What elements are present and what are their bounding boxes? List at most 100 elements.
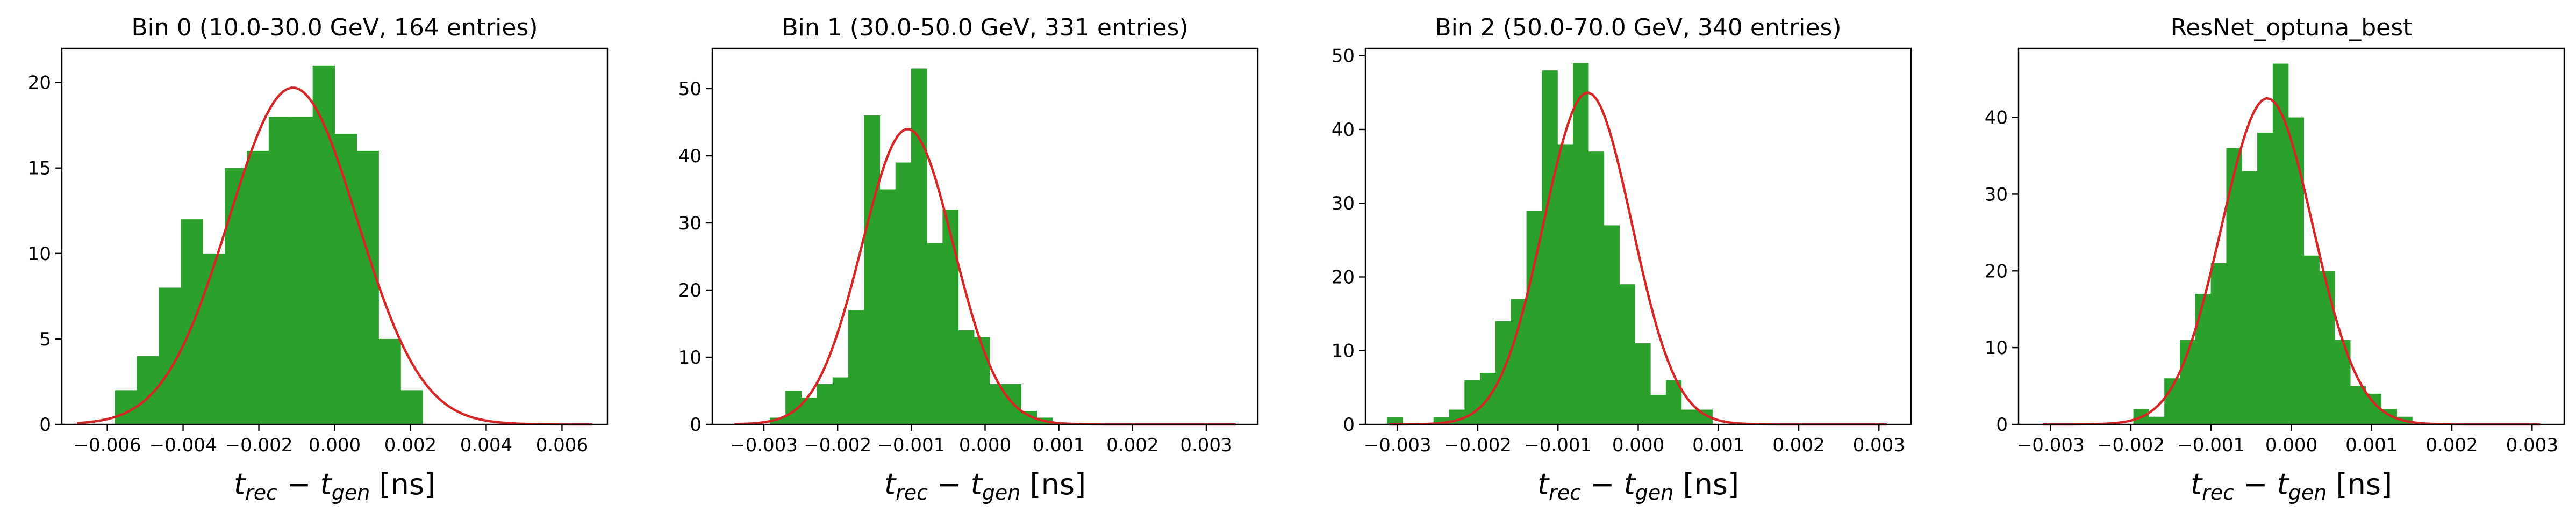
histogram-bar — [2226, 148, 2242, 424]
y-tick-label: 20 — [1332, 266, 1355, 288]
histogram-bar — [1511, 299, 1527, 424]
x-tick-label: −0.004 — [149, 435, 217, 456]
chart-title: Bin 2 (50.0-70.0 GeV, 340 entries) — [1435, 14, 1841, 41]
histogram-bar — [974, 337, 990, 424]
y-tick-label: 20 — [1985, 261, 2008, 282]
x-tick-label: −0.006 — [74, 435, 141, 456]
x-tick-label: 0.003 — [1180, 435, 1232, 456]
histogram-bar — [1387, 417, 1403, 424]
x-tick-label: 0.004 — [460, 435, 512, 456]
histogram-bars-3 — [2133, 63, 2413, 425]
x-axis-label: trec − tgen [ns] — [884, 467, 1086, 504]
x-tick-label: 0.003 — [1853, 435, 1905, 456]
x-tick-label: 0.000 — [1612, 435, 1664, 456]
y-tick-label: 40 — [1985, 107, 2008, 129]
y-tick-label: 0 — [1343, 414, 1355, 436]
chart-title: Bin 0 (10.0-30.0 GeV, 164 entries) — [131, 14, 538, 41]
histogram-bar — [1635, 343, 1651, 424]
y-tick-label: 10 — [678, 347, 702, 369]
histogram-bar — [958, 330, 975, 424]
histogram-bar — [1604, 225, 1620, 424]
y-tick-label: 30 — [1332, 193, 1355, 214]
chart-title: ResNet_optuna_best — [2171, 14, 2413, 41]
histogram-bar — [832, 377, 849, 424]
x-tick-label: 0.006 — [536, 435, 588, 456]
x-tick-label: −0.002 — [225, 435, 293, 456]
histogram-bar — [1681, 409, 1698, 424]
y-tick-label: 40 — [678, 146, 702, 167]
x-axis-label: trec − tgen [ns] — [1537, 467, 1739, 504]
y-tick-label: 50 — [678, 78, 702, 100]
histogram-bar — [356, 150, 379, 424]
histogram-bar — [2257, 133, 2273, 425]
x-tick-label: 0.001 — [1692, 435, 1744, 456]
x-tick-label: 0.000 — [959, 435, 1011, 456]
histogram-bar — [2149, 416, 2165, 424]
x-tick-label: −0.001 — [877, 435, 945, 456]
histogram-bar — [942, 210, 959, 424]
x-tick-label: −0.003 — [1364, 435, 1432, 456]
x-tick-label: 0.001 — [1033, 435, 1085, 456]
y-tick-label: 0 — [39, 414, 51, 436]
x-tick-label: −0.001 — [1524, 435, 1592, 456]
histogram-bar — [1650, 395, 1666, 424]
histogram-bar — [1619, 284, 1635, 424]
x-tick-label: 0.000 — [309, 435, 361, 456]
histogram-bar — [1588, 151, 1605, 424]
histogram-bar — [2272, 63, 2289, 425]
y-tick-label: 30 — [678, 213, 702, 234]
histogram-bar — [268, 117, 291, 425]
histogram-bar — [290, 117, 313, 425]
histogram-bar — [1557, 144, 1573, 424]
x-tick-label: 0.001 — [2345, 435, 2398, 456]
histogram-bar — [2350, 386, 2366, 424]
histogram-bar — [203, 253, 225, 424]
histogram-bar — [181, 219, 203, 424]
y-tick-label: 10 — [1985, 337, 2008, 359]
histogram-bar — [848, 310, 864, 424]
x-tick-label: −0.002 — [1444, 435, 1512, 456]
x-tick-label: 0.002 — [1772, 435, 1824, 456]
y-tick-label: 5 — [39, 329, 51, 350]
y-tick-label: 0 — [1996, 414, 2008, 436]
histogram-bar — [1542, 70, 1558, 425]
y-tick-label: 50 — [1332, 46, 1355, 67]
y-tick-label: 15 — [28, 158, 51, 179]
histogram-bar — [864, 115, 881, 424]
histogram-bar — [927, 243, 943, 424]
histogram-bar — [2242, 171, 2258, 424]
histogram-bars-0 — [115, 65, 423, 425]
histogram-bar — [879, 189, 896, 424]
histogram-bar — [400, 390, 423, 424]
histogram-bar — [1572, 63, 1589, 424]
histogram-bar — [911, 68, 927, 424]
x-tick-label: 0.000 — [2265, 435, 2317, 456]
x-tick-label: −0.002 — [804, 435, 871, 456]
histogram-bar — [817, 384, 833, 424]
histogram-bar — [895, 162, 912, 424]
y-tick-label: 10 — [28, 243, 51, 265]
x-tick-label: −0.002 — [2097, 435, 2165, 456]
x-tick-label: 0.002 — [1106, 435, 1158, 456]
histogram-bar — [2195, 294, 2212, 424]
x-tick-label: −0.003 — [730, 435, 798, 456]
y-tick-label: 20 — [678, 280, 702, 301]
y-tick-label: 0 — [690, 414, 702, 436]
x-tick-label: −0.001 — [2177, 435, 2245, 456]
x-tick-label: 0.003 — [2506, 435, 2558, 456]
histogram-bar — [225, 168, 247, 424]
y-tick-label: 10 — [1332, 341, 1355, 362]
x-tick-label: 0.002 — [384, 435, 437, 456]
gaussian-fit-line — [77, 86, 592, 426]
histogram-bar — [378, 338, 401, 424]
x-axis-label: trec − tgen [ns] — [234, 467, 435, 504]
histogram-bars-1 — [769, 68, 1053, 424]
histogram-bar — [2319, 271, 2335, 424]
histogram-bar — [2288, 117, 2305, 425]
x-axis-label: trec − tgen [ns] — [2191, 467, 2392, 504]
histogram-bar — [2210, 263, 2227, 424]
